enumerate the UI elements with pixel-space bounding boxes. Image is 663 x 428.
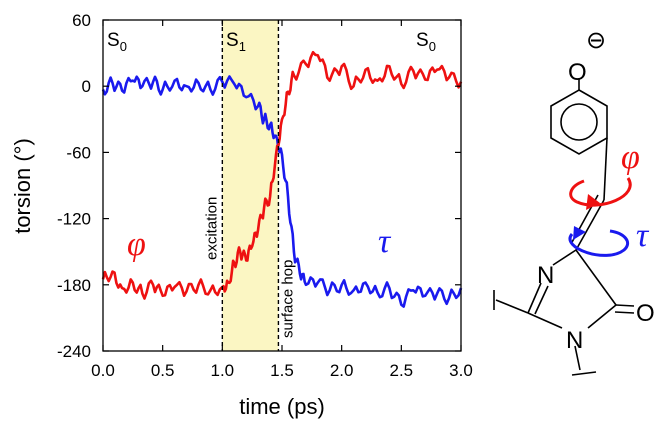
negative-charge: ⊖ xyxy=(586,26,606,54)
bond-n1-methyl xyxy=(574,345,581,371)
methyl-nitrogen: N xyxy=(566,327,583,354)
bond-c4-n xyxy=(552,249,577,266)
y-tick-label: -120 xyxy=(57,210,91,229)
x-tick-label: 2.5 xyxy=(390,361,414,380)
phi-series-label: φ xyxy=(127,226,146,263)
bond-ring-bridge xyxy=(603,137,608,201)
bond-c5-o-a xyxy=(615,304,635,307)
ring-nitrogen: N xyxy=(537,262,554,289)
tau-series-label: τ xyxy=(378,223,392,260)
molecule-diagram xyxy=(493,78,635,376)
series-line-phi xyxy=(101,50,463,300)
y-axis-title: torsion (°) xyxy=(10,138,35,234)
methyl-tick-bottom xyxy=(571,371,597,376)
bond-n1-c5 xyxy=(587,304,617,329)
bond-c2-methyl xyxy=(495,299,529,314)
x-tick-label: 3.0 xyxy=(449,361,473,380)
y-tick-label: 60 xyxy=(72,11,91,30)
x-tick-label: 1.0 xyxy=(211,361,235,380)
y-tick-label: -60 xyxy=(66,143,91,162)
y-tick-label: 0 xyxy=(82,77,91,96)
bond-c5-c4 xyxy=(575,249,617,306)
phi-rotation-arrow xyxy=(569,177,632,210)
marker-label-surface-hop: surface hop xyxy=(279,260,296,338)
phenyl-aromatic-circle xyxy=(560,103,598,141)
molecule-tau-label: τ xyxy=(636,217,650,254)
bond-c2-n1 xyxy=(527,312,563,329)
state-label-s0-right: S0 xyxy=(416,30,436,54)
phenolate-oxygen: O xyxy=(568,59,587,86)
marker-layer: excitation surface hop xyxy=(203,20,296,351)
marker-label-excitation: excitation xyxy=(203,197,220,260)
carbonyl-oxygen: O xyxy=(636,300,655,327)
tau-rotation-arrow xyxy=(568,226,630,257)
bond-n-c2-a xyxy=(527,282,542,314)
ticks-layer: 0.0 0.5 1.0 1.5 2.0 2.5 3.0 60 0 -60 -120 -180 -240 xyxy=(57,11,473,380)
x-tick-label: 2.0 xyxy=(330,361,354,380)
state-label-s1: S1 xyxy=(226,30,246,54)
x-axis-title: time (ps) xyxy=(239,394,325,419)
molecule-phi-label: φ xyxy=(621,139,640,176)
x-tick-label: 0.0 xyxy=(91,361,115,380)
x-tick-label: 1.5 xyxy=(270,361,294,380)
bond-c5-o-b xyxy=(614,311,635,314)
x-tick-label: 0.5 xyxy=(151,361,175,380)
y-tick-label: -180 xyxy=(57,276,91,295)
bond-n-c2-b xyxy=(534,285,549,315)
state-label-s0-left: S0 xyxy=(107,30,127,54)
y-tick-label: -240 xyxy=(57,342,91,361)
phenyl-ring xyxy=(550,89,608,155)
series-layer xyxy=(101,50,463,308)
series-line-tau xyxy=(101,75,463,308)
bond-bridge-double-1 xyxy=(575,199,605,251)
s1-window-highlight xyxy=(222,20,279,351)
